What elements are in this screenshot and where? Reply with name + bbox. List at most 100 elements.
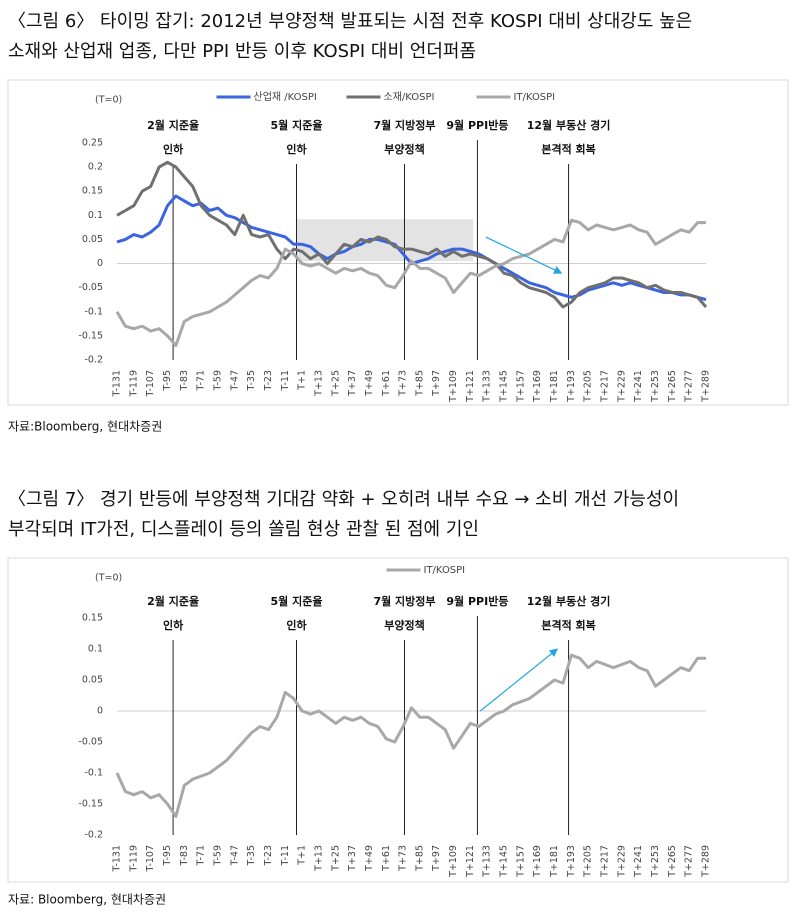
arrow — [479, 648, 559, 712]
annotation-label: 5월 지준율 — [271, 118, 323, 132]
x-tick-label: T-131 — [112, 845, 123, 873]
x-tick-label: T+277 — [684, 370, 695, 403]
series-line — [115, 653, 706, 818]
x-tick-label: T+1 — [297, 370, 308, 391]
legend-label: 산업재 /KOSPI — [254, 90, 317, 103]
x-tick-label: T+193 — [566, 370, 577, 403]
x-tick-label: T+37 — [347, 370, 358, 397]
x-tick-label: T-59 — [212, 370, 223, 391]
x-tick-label: T+25 — [330, 845, 341, 872]
x-tick-label: T-71 — [196, 370, 207, 391]
x-tick-label: T-47 — [229, 845, 240, 866]
x-tick-label: T+49 — [364, 845, 375, 872]
x-tick-label: T+97 — [431, 845, 442, 872]
chart-frame — [7, 557, 789, 883]
x-tick-label: T+205 — [583, 845, 594, 878]
y-tick-label: -0.05 — [78, 737, 103, 748]
x-tick-label: T-107 — [145, 845, 156, 873]
y-tick-label: -0.2 — [84, 355, 103, 366]
y-tick-label: 0.15 — [82, 186, 103, 197]
annotation-label: 인하 — [163, 618, 184, 632]
source: 자료:Bloomberg, 현대차증권 — [8, 420, 162, 434]
x-tick-label: T+109 — [448, 845, 459, 878]
x-tick-label: T+181 — [549, 845, 560, 878]
y-tick-label: 0.05 — [82, 675, 103, 686]
x-tick-label: T-71 — [196, 845, 207, 866]
y-tick-label: 0.15 — [82, 613, 103, 624]
annotation-label: 12월 부동산 경기 — [527, 594, 611, 608]
annotation-label: 본격적 회복 — [541, 618, 595, 632]
x-tick-label: T+217 — [600, 845, 611, 878]
x-tick-label: T+193 — [566, 845, 577, 878]
x-tick-label: T+217 — [600, 370, 611, 403]
annotation-label: 2월 지준율 — [147, 118, 199, 132]
x-tick-label: T+157 — [515, 370, 526, 403]
annotation-label: 부양정책 — [384, 142, 424, 156]
legend-label: IT/KOSPI — [514, 92, 556, 103]
caption: 〈그림 6〉 타이밍 잡기: 2012년 부양정책 발표되는 시점 전후 KOS… — [8, 11, 692, 32]
x-tick-label: T+241 — [633, 845, 644, 878]
legend-label: 소재/KOSPI — [384, 91, 435, 103]
x-tick-label: T+169 — [532, 370, 543, 403]
x-tick-label: T-83 — [179, 845, 190, 866]
x-tick-label: T+25 — [330, 370, 341, 397]
x-tick-label: T+73 — [398, 845, 409, 872]
x-tick-label: T-11 — [280, 845, 291, 866]
x-tick-label: T-107 — [145, 370, 156, 398]
x-tick-label: T+61 — [381, 845, 392, 872]
x-tick-label: T+145 — [499, 845, 510, 878]
x-tick-label: T+229 — [616, 845, 627, 878]
annotation-label: 2월 지준율 — [147, 594, 199, 608]
series-line — [116, 160, 708, 309]
annotation-label: 5월 지준율 — [271, 594, 323, 608]
x-tick-label: T+169 — [532, 845, 543, 878]
y-tick-label: 0.05 — [82, 234, 103, 245]
x-tick-label: T-23 — [263, 845, 274, 866]
x-tick-label: T-11 — [280, 370, 291, 391]
x-tick-label: T+133 — [482, 370, 493, 403]
caption: 부각되며 IT가전, 디스플레이 등의 쏠림 현상 관찰 된 점에 기인 — [8, 519, 479, 540]
x-tick-label: T-35 — [246, 845, 257, 866]
x-tick-label: T-35 — [246, 370, 257, 391]
y-tick-label: 0.1 — [88, 210, 103, 221]
x-tick-label: T+157 — [515, 845, 526, 878]
y-note: (T=0) — [95, 573, 122, 584]
legend-label: IT/KOSPI — [424, 565, 466, 576]
x-tick-label: T-95 — [162, 845, 173, 866]
x-tick-label: T+253 — [650, 845, 661, 878]
x-tick-label: T+289 — [701, 370, 712, 403]
y-tick-label: -0.15 — [78, 799, 103, 810]
x-tick-label: T-23 — [263, 370, 274, 391]
x-tick-label: T+13 — [313, 845, 324, 872]
y-tick-label: 0.2 — [88, 162, 103, 173]
x-tick-label: T+265 — [667, 845, 678, 878]
x-tick-label: T+145 — [499, 370, 510, 403]
x-tick-label: T-83 — [179, 370, 190, 391]
x-tick-label: T+241 — [633, 370, 644, 403]
annotation-label: 9월 PPI반등 — [446, 118, 508, 132]
x-tick-label: T+85 — [414, 370, 425, 397]
x-tick-label: T+97 — [431, 370, 442, 397]
x-tick-label: T+205 — [583, 370, 594, 403]
y-tick-label: 0 — [97, 258, 103, 269]
x-tick-label: T-119 — [128, 370, 139, 398]
annotation-label: 7월 지방정부 — [373, 594, 435, 608]
x-tick-label: T-95 — [162, 370, 173, 391]
x-tick-label: T+133 — [482, 845, 493, 878]
chart-frame — [7, 79, 789, 406]
x-tick-label: T-131 — [112, 370, 123, 398]
x-tick-label: T+49 — [364, 370, 375, 397]
x-tick-label: T+121 — [465, 370, 476, 403]
annotation-label: 9월 PPI반등 — [446, 594, 508, 608]
y-note: (T=0) — [95, 95, 122, 106]
x-tick-label: T+13 — [313, 370, 324, 397]
annotation-label: 본격적 회복 — [541, 142, 595, 156]
x-tick-label: T+253 — [650, 370, 661, 403]
annotation-label: 인하 — [286, 142, 307, 156]
annotation-label: 7월 지방정부 — [373, 118, 435, 132]
x-tick-label: T-47 — [229, 370, 240, 391]
caption: 〈그림 7〉 경기 반등에 부양정책 기대감 약화 + 오히려 내부 수요 → … — [8, 489, 679, 510]
y-tick-label: 0.1 — [88, 644, 103, 655]
x-tick-label: T+265 — [667, 370, 678, 403]
